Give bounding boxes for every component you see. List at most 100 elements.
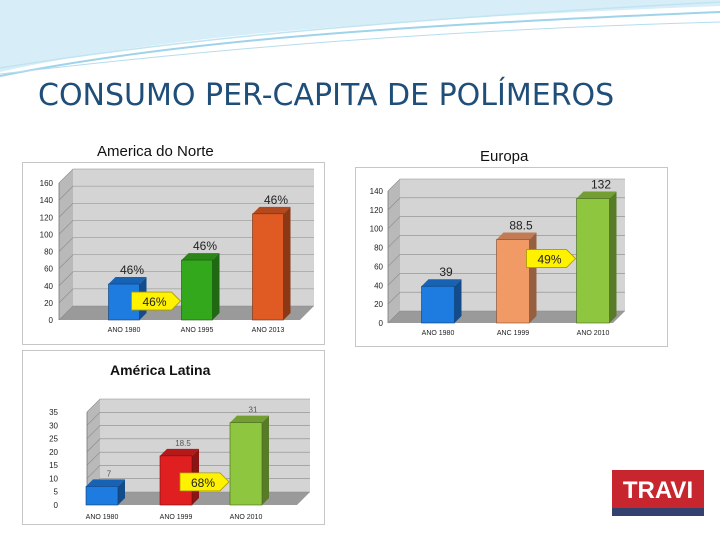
growth-arrow-label: 68% [191,476,215,490]
y-tick-label: 25 [49,435,58,444]
growth-arrow-label: 46% [142,295,166,309]
gridline [58,288,314,304]
y-tick-label: 100 [40,230,54,239]
bar-side [609,191,617,323]
chart-latin-america: América Latina 0 5 10 15 20 25 30 35 7 ANO 1980 18.… [22,350,325,525]
gridline [58,185,314,201]
bar-side [118,479,125,505]
gridline [58,220,314,235]
bar-front [181,259,213,321]
bar-front [85,486,119,506]
gridline [86,398,310,413]
y-tick-label: 120 [40,213,54,222]
chart-europe-svg: Europa 0 20 40 60 80 100 120 140 39 ANO 1980 88.5 AN… [355,148,668,347]
decorative-waves [0,0,720,77]
y-tick-label: 0 [54,501,59,510]
y-tick-label: 30 [49,421,58,430]
y-tick-label: 20 [44,299,53,308]
logo-box [612,470,704,508]
bar-top [230,415,269,423]
bar-top [576,191,617,199]
bar-top [421,279,462,287]
side-wall [388,179,400,323]
bar-side [262,415,269,505]
gridline [58,168,314,184]
bar-front [496,239,530,324]
gridline [58,202,314,218]
y-tick-label: 120 [370,206,384,215]
logo-stripe [612,508,704,516]
bar-1 [181,253,220,321]
y-tick-label: 5 [54,488,59,497]
bar-0 [85,479,125,506]
data-label: 31 [249,406,258,415]
data-label: 18.5 [175,439,191,448]
y-tick-label: 160 [40,179,54,188]
bar-front [229,422,263,506]
y-tick-label: 0 [49,316,54,325]
gridline [86,411,310,426]
data-label: 7 [107,469,112,478]
category-label: ANC 1999 [497,330,529,337]
chart-title: America do Norte [97,143,214,160]
gridline [387,291,625,305]
bar-side [283,206,291,320]
y-tick-label: 80 [374,244,383,253]
y-tick-label: 140 [40,196,54,205]
gridline [58,254,314,269]
data-label: 88.5 [509,219,533,233]
gridline [58,271,314,286]
growth-arrow [179,472,230,492]
bar-front [576,198,610,324]
gridline [387,197,625,211]
bar-2 [576,191,617,324]
gridline [58,305,314,321]
data-label: 132 [591,178,611,192]
data-label: 39 [439,265,453,279]
gridline [58,237,314,252]
bar-top [86,479,125,487]
bar-top [252,206,291,214]
chart-europe: Europa 0 20 40 60 80 100 120 140 39 ANO 1980 88.5 AN… [355,140,668,347]
chart-2: América Latina 0 5 10 15 20 25 30 35 7 ANO 1980 18.… [22,350,325,525]
y-tick-label: 15 [49,461,58,470]
side-wall [87,399,100,505]
chart-title: América Latina [110,362,211,378]
y-tick-label: 140 [370,187,384,196]
gridline [387,310,625,324]
y-tick-label: 100 [370,225,384,234]
growth-arrow-label: 49% [537,253,561,267]
bar-top [108,277,147,285]
chart-title: Europa [480,148,529,165]
category-label: ANO 1995 [181,327,214,334]
bar-side [454,279,462,323]
category-label: ANO 1999 [160,514,193,521]
bar-side [529,232,537,323]
y-tick-label: 10 [49,474,58,483]
y-tick-label: 0 [379,319,384,328]
bar-2 [229,415,269,506]
bar-0 [421,279,462,324]
y-tick-label: 60 [374,262,383,271]
category-label: ANO 1980 [422,330,455,337]
travi-logo: TRAVI [612,470,704,516]
y-tick-label: 60 [44,265,53,274]
y-tick-label: 80 [44,248,53,257]
logo-text: TRAVI [623,477,693,504]
growth-arrow [131,291,182,311]
chart-north-america-svg: America do Norte 0 20 40 60 80 100 120 140 160 46%… [22,143,325,345]
y-tick-label: 40 [44,282,53,291]
bar-2 [252,206,291,321]
bar-front [252,213,284,321]
bar-1 [496,232,537,324]
y-tick-label: 35 [49,408,58,417]
chart-north-america: America do Norte 0 20 40 60 80 100 120 140 160 46%… [22,135,325,345]
chart-1: Europa 0 20 40 60 80 100 120 140 39 ANO 1980 88.5 AN… [355,148,668,347]
gridline [387,178,625,192]
chart-0: America do Norte 0 20 40 60 80 100 120 140 160 46%… [22,143,325,345]
bar-side [212,253,220,320]
growth-arrow [526,249,577,268]
bar-top [181,253,220,261]
gridline [387,235,625,248]
category-label: ANO 2010 [577,330,610,337]
